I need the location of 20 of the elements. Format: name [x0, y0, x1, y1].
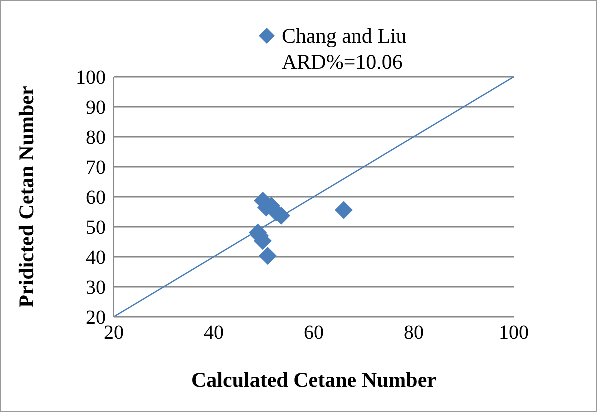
point [259, 247, 277, 266]
x-tick-label: 80 [404, 322, 424, 344]
y-tick-label: 60 [86, 187, 106, 210]
x-tick-label: 20 [104, 322, 124, 344]
x-tick-label: 60 [304, 322, 324, 344]
y-tick-label: 70 [86, 157, 106, 180]
y-tick-label: 30 [86, 277, 106, 300]
text: ARD%=10.06 [282, 49, 403, 75]
y-tick-label: 40 [86, 247, 106, 270]
y-tick-label: 80 [86, 127, 106, 150]
point [335, 201, 353, 220]
y-tick-label: 90 [86, 97, 106, 120]
y-axis-title: Pridicted Cetan Number [14, 86, 38, 308]
y-tick-label: 100 [76, 67, 106, 90]
x-tick-label: 100 [499, 322, 529, 344]
x-axis-title: Calculated Cetane Number [192, 368, 436, 392]
legend-label: Chang and Liu [282, 23, 407, 49]
x-tick-label: 40 [204, 322, 224, 344]
y-tick-label: 50 [86, 217, 106, 240]
y-tick-label: 20 [86, 307, 106, 330]
